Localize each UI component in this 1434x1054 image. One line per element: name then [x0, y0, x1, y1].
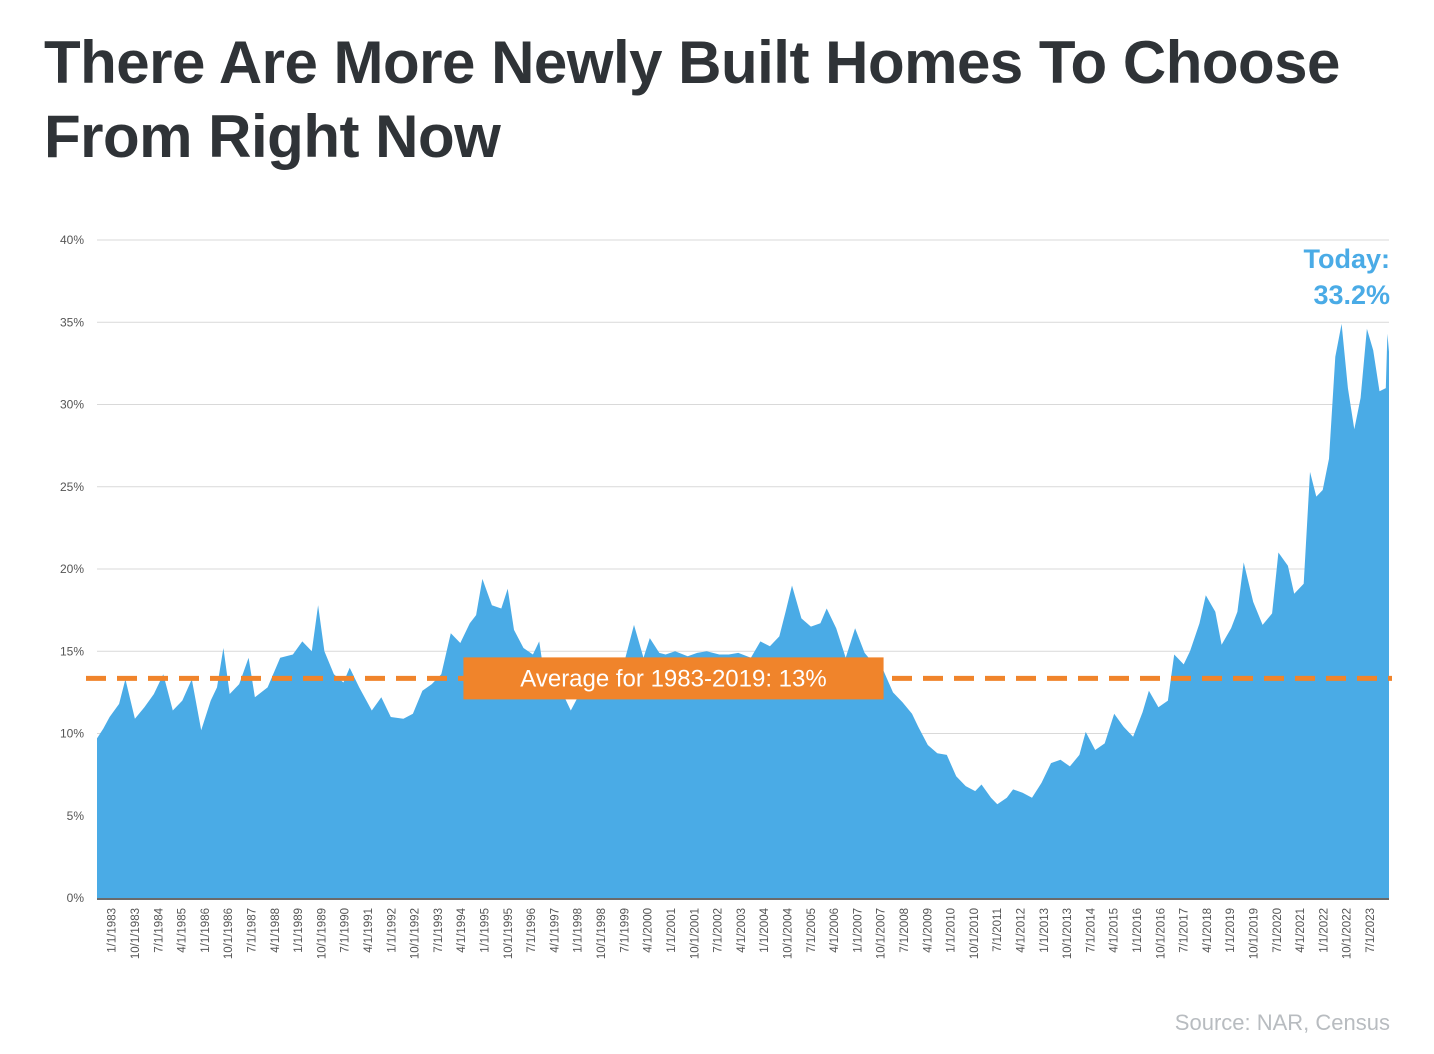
x-tick-label: 7/1/2011	[992, 908, 1004, 952]
x-tick-label: 7/1/2014	[1085, 907, 1097, 952]
x-tick-label: 1/1/1989	[293, 908, 305, 953]
x-tick-label: 10/1/1998	[596, 908, 608, 959]
y-tick-label: 5%	[67, 809, 85, 823]
page-title: There Are More Newly Built Homes To Choo…	[44, 29, 1340, 170]
x-tick-label: 7/1/1999	[619, 908, 631, 953]
x-tick-label: 7/1/1993	[433, 908, 445, 953]
average-label: Average for 1983-2019: 13%	[520, 665, 826, 692]
x-tick-label: 1/1/2004	[759, 907, 771, 952]
x-tick-label: 1/1/2001	[666, 908, 678, 953]
x-tick-label: 1/1/1983	[107, 908, 119, 953]
x-tick-label: 10/1/2007	[876, 908, 888, 959]
x-tick-label: 7/1/1996	[526, 908, 538, 953]
average-label-box	[463, 657, 884, 700]
y-tick-label: 40%	[60, 233, 84, 247]
source-note: Source: NAR, Census	[1174, 1010, 1390, 1035]
x-tick-label: 4/1/1991	[363, 908, 375, 953]
today-annotation-label: Today:	[1304, 244, 1391, 274]
x-tick-label: 7/1/2002	[713, 908, 725, 953]
x-tick-label: 4/1/2018	[1202, 908, 1214, 953]
x-tick-label: 4/1/2015	[1109, 908, 1121, 953]
x-tick-label: 1/1/2022	[1318, 908, 1330, 953]
x-tick-label: 10/1/1992	[410, 908, 422, 959]
x-tick-label: 1/1/2013	[1039, 908, 1051, 953]
x-tick-label: 1/1/1998	[573, 908, 585, 953]
y-tick-label: 25%	[60, 480, 84, 494]
y-tick-label: 10%	[60, 727, 84, 741]
x-tick-label: 10/1/1983	[130, 908, 142, 959]
x-tick-label: 7/1/2023	[1365, 908, 1377, 953]
area-series-newly-built-share	[97, 323, 1389, 898]
y-tick-label: 30%	[60, 398, 84, 412]
x-tick-label: 10/1/2019	[1249, 908, 1261, 959]
y-tick-label: 20%	[60, 562, 84, 576]
x-tick-label: 1/1/1986	[200, 908, 212, 953]
x-tick-label: 10/1/1986	[223, 908, 235, 959]
x-axis-ticks: 1/1/1983 10/1/1983 7/1/1984 4/1/1985 1/1/198…	[107, 907, 1377, 959]
x-tick-label: 4/1/2021	[1295, 908, 1307, 953]
x-tick-label: 7/1/1990	[340, 908, 352, 953]
x-tick-label: 4/1/2006	[829, 908, 841, 953]
x-tick-label: 4/1/2012	[1015, 908, 1027, 953]
x-tick-label: 1/1/2019	[1225, 908, 1237, 953]
x-tick-label: 7/1/2020	[1272, 908, 1284, 953]
x-tick-label: 4/1/2009	[922, 908, 934, 953]
grid-lines	[97, 239, 1389, 817]
x-tick-label: 10/1/2010	[969, 908, 981, 959]
x-tick-label: 7/1/2008	[899, 908, 911, 953]
x-tick-label: 4/1/1997	[549, 908, 561, 953]
x-tick-label: 7/1/1987	[247, 908, 259, 953]
x-tick-label: 1/1/2016	[1132, 908, 1144, 953]
x-tick-label: 4/1/2003	[736, 908, 748, 953]
x-tick-label: 4/1/1985	[177, 908, 189, 953]
y-axis-ticks: 0% 5% 10% 15% 20% 25% 30% 35% 40%	[60, 233, 84, 905]
today-annotation-value: 33.2%	[1313, 280, 1390, 310]
x-tick-label: 7/1/2017	[1179, 908, 1191, 953]
x-tick-label: 1/1/1995	[480, 908, 492, 953]
x-tick-label: 10/1/1995	[503, 908, 515, 959]
y-tick-label: 35%	[60, 315, 84, 329]
x-tick-label: 10/1/2016	[1155, 908, 1167, 959]
x-tick-label: 7/1/2005	[806, 908, 818, 953]
x-tick-label: 10/1/2013	[1062, 908, 1074, 959]
y-tick-label: 15%	[60, 644, 84, 658]
x-tick-label: 7/1/1984	[153, 907, 165, 952]
x-tick-label: 10/1/2004	[782, 907, 794, 959]
x-tick-label: 4/1/1994	[456, 907, 468, 952]
x-tick-label: 1/1/2010	[946, 908, 958, 953]
x-tick-label: 1/1/1992	[386, 908, 398, 953]
y-tick-label: 0%	[67, 891, 85, 905]
x-tick-label: 10/1/2022	[1342, 908, 1354, 959]
x-tick-label: 4/1/1988	[270, 908, 282, 953]
x-tick-label: 10/1/2001	[689, 908, 701, 959]
x-tick-label: 10/1/1989	[316, 908, 328, 959]
x-tick-label: 1/1/2007	[852, 908, 864, 953]
x-tick-label: 4/1/2000	[643, 908, 655, 953]
